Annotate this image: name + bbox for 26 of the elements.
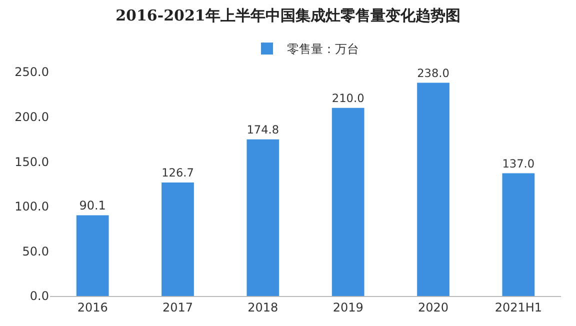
- x-tick-label: 2017: [162, 300, 194, 314]
- bar: [162, 182, 194, 296]
- bar: [417, 82, 450, 296]
- data-label: 126.7: [162, 166, 194, 180]
- x-tick-label: 2019: [332, 300, 364, 314]
- chart-title: 2016-2021年上半年中国集成灶零售量变化趋势图: [116, 6, 460, 24]
- y-tick-label: 200.0: [14, 110, 49, 124]
- y-tick-label: 50.0: [22, 244, 49, 258]
- bar: [76, 215, 109, 296]
- x-tick-label: 2016: [77, 300, 108, 314]
- data-label: 174.8: [246, 124, 280, 137]
- data-label: 238.0: [417, 66, 450, 80]
- x-tick-label: 2020: [418, 300, 449, 314]
- x-tick-label: 2021H1: [494, 300, 542, 314]
- legend-label: 零售量：万台: [287, 42, 359, 56]
- bar: [246, 139, 280, 296]
- y-tick-label: 0.0: [30, 289, 49, 304]
- data-label: 210.0: [332, 92, 364, 106]
- bar: [502, 173, 535, 296]
- y-tick-label: 150.0: [14, 154, 49, 169]
- data-label: 90.1: [79, 198, 106, 212]
- y-tick-label: 100.0: [14, 200, 49, 214]
- x-tick-label: 2018: [248, 300, 278, 314]
- data-label: 137.0: [502, 157, 535, 170]
- bar: [332, 108, 364, 296]
- y-tick-label: 250.0: [14, 65, 49, 80]
